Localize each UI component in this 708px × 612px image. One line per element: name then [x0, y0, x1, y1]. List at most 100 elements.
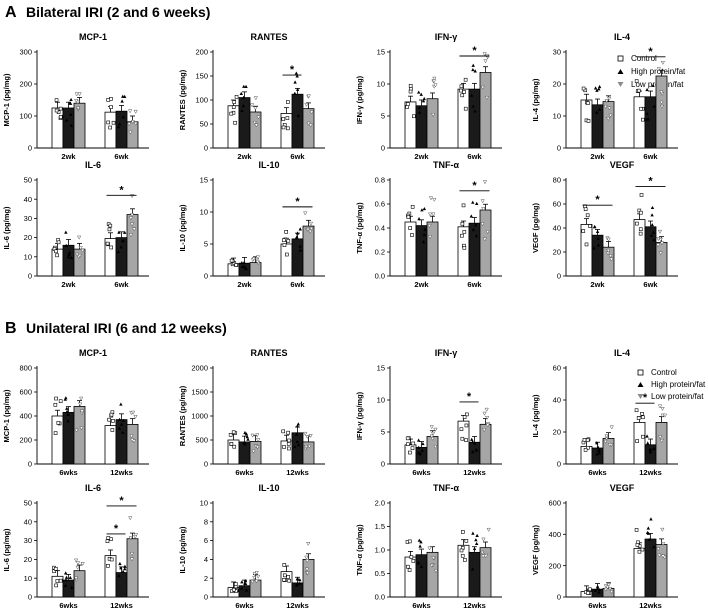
data-point — [656, 67, 661, 72]
x-tick-label: 12wks — [110, 601, 133, 610]
data-point — [471, 200, 475, 204]
data-point — [303, 445, 309, 449]
data-point — [256, 438, 261, 443]
data-point — [69, 585, 74, 589]
data-point — [595, 88, 599, 92]
data-point — [80, 562, 85, 567]
data-point — [658, 237, 663, 242]
bar-low-protein-fat — [426, 221, 439, 277]
x-tick-label: 6wks — [235, 468, 253, 477]
data-point — [592, 246, 596, 250]
data-point — [652, 545, 656, 549]
data-point — [406, 442, 410, 447]
data-point — [253, 96, 258, 101]
data-point — [233, 120, 237, 125]
legend-b-low-label: Low protein/fat — [651, 392, 704, 401]
chart-title: IFN-γ — [435, 32, 458, 42]
y-tick-label: 30 — [24, 536, 32, 545]
x-tick-label: 6wks — [412, 601, 430, 610]
y-tick-label: 40 — [553, 224, 561, 233]
y-tick-label: 20 — [553, 248, 561, 257]
data-point — [286, 575, 290, 579]
data-point — [461, 203, 466, 208]
data-point — [650, 205, 655, 210]
legend-a: Control High protein/fat Low protein/fat — [617, 54, 686, 89]
data-point — [128, 536, 133, 541]
data-point — [129, 213, 135, 218]
bar-control — [104, 555, 117, 598]
data-point — [634, 408, 639, 413]
bar-low-protein-fat — [479, 72, 492, 149]
data-point — [636, 416, 641, 420]
x-tick-label: 6wks — [59, 468, 77, 477]
data-point — [286, 238, 291, 243]
data-point — [660, 407, 665, 412]
data-point — [583, 207, 588, 211]
y-tick-label: 0 — [381, 460, 385, 469]
data-point — [645, 87, 649, 92]
legend-b-low-swatch — [637, 394, 644, 399]
data-point — [252, 121, 257, 126]
data-point — [231, 105, 236, 109]
bar-high-protein-fat — [62, 244, 75, 277]
data-point — [645, 434, 649, 438]
chart-a-rantes: RANTES RANTES (pg/mg) 0 50 100 150 200 2wk 6wk * — [178, 32, 325, 161]
data-point — [65, 409, 69, 413]
x-tick-label: 6wks — [235, 601, 253, 610]
data-point — [410, 233, 414, 237]
data-point — [410, 205, 415, 209]
x-tick-label: 6wk — [643, 152, 658, 161]
data-point — [117, 573, 121, 578]
data-point — [281, 117, 286, 121]
data-point — [243, 579, 248, 583]
chart-title: IL-4 — [614, 348, 630, 358]
data-point — [111, 419, 115, 423]
data-point — [107, 417, 111, 422]
data-point — [659, 241, 665, 246]
y-tick-label: 0.8 — [375, 176, 385, 185]
data-point — [68, 575, 73, 580]
data-point — [54, 249, 58, 254]
data-point — [64, 230, 68, 234]
data-point — [608, 113, 613, 118]
data-point — [285, 252, 289, 257]
data-point — [419, 540, 423, 544]
data-point — [256, 574, 261, 579]
data-point — [470, 450, 475, 454]
y-tick-label: 100 — [195, 96, 208, 105]
data-point — [419, 564, 424, 569]
data-point — [294, 432, 299, 436]
x-tick-label: 6wk — [643, 280, 658, 289]
bar-low-protein-fat — [73, 405, 86, 465]
data-point — [305, 559, 310, 564]
data-point — [298, 581, 302, 585]
data-point — [63, 583, 68, 588]
data-point — [75, 565, 80, 570]
data-point — [241, 95, 246, 99]
data-point — [133, 121, 138, 126]
data-point — [58, 115, 63, 119]
bar-control — [457, 544, 470, 598]
chart-a-il-6: IL-6 IL-6 (pg/mg) 0 10 20 30 40 50 2wk 6wk * — [2, 160, 149, 289]
bar-control — [404, 444, 417, 465]
x-tick-label: 6wk — [114, 280, 129, 289]
data-point — [595, 110, 599, 114]
data-point — [636, 88, 641, 93]
data-point — [416, 560, 420, 564]
data-point — [129, 557, 135, 562]
data-point — [471, 67, 475, 72]
data-point — [645, 111, 649, 116]
y-tick-label: 4 — [204, 555, 208, 564]
y-tick-label: 0 — [204, 272, 208, 281]
data-point — [581, 86, 586, 91]
x-tick-label: 12wks — [639, 468, 662, 477]
chart-b-rantes: RANTES RANTES (pg/mg) 0 500 1000 1500 2000 6wks… — [178, 348, 325, 477]
data-point — [459, 84, 464, 89]
data-point — [296, 113, 301, 117]
data-point — [304, 555, 309, 560]
panel-b-title: Unilateral IRI (6 and 12 weeks) — [26, 320, 227, 336]
data-point — [482, 52, 487, 57]
data-point — [254, 579, 259, 584]
data-point — [603, 587, 608, 592]
